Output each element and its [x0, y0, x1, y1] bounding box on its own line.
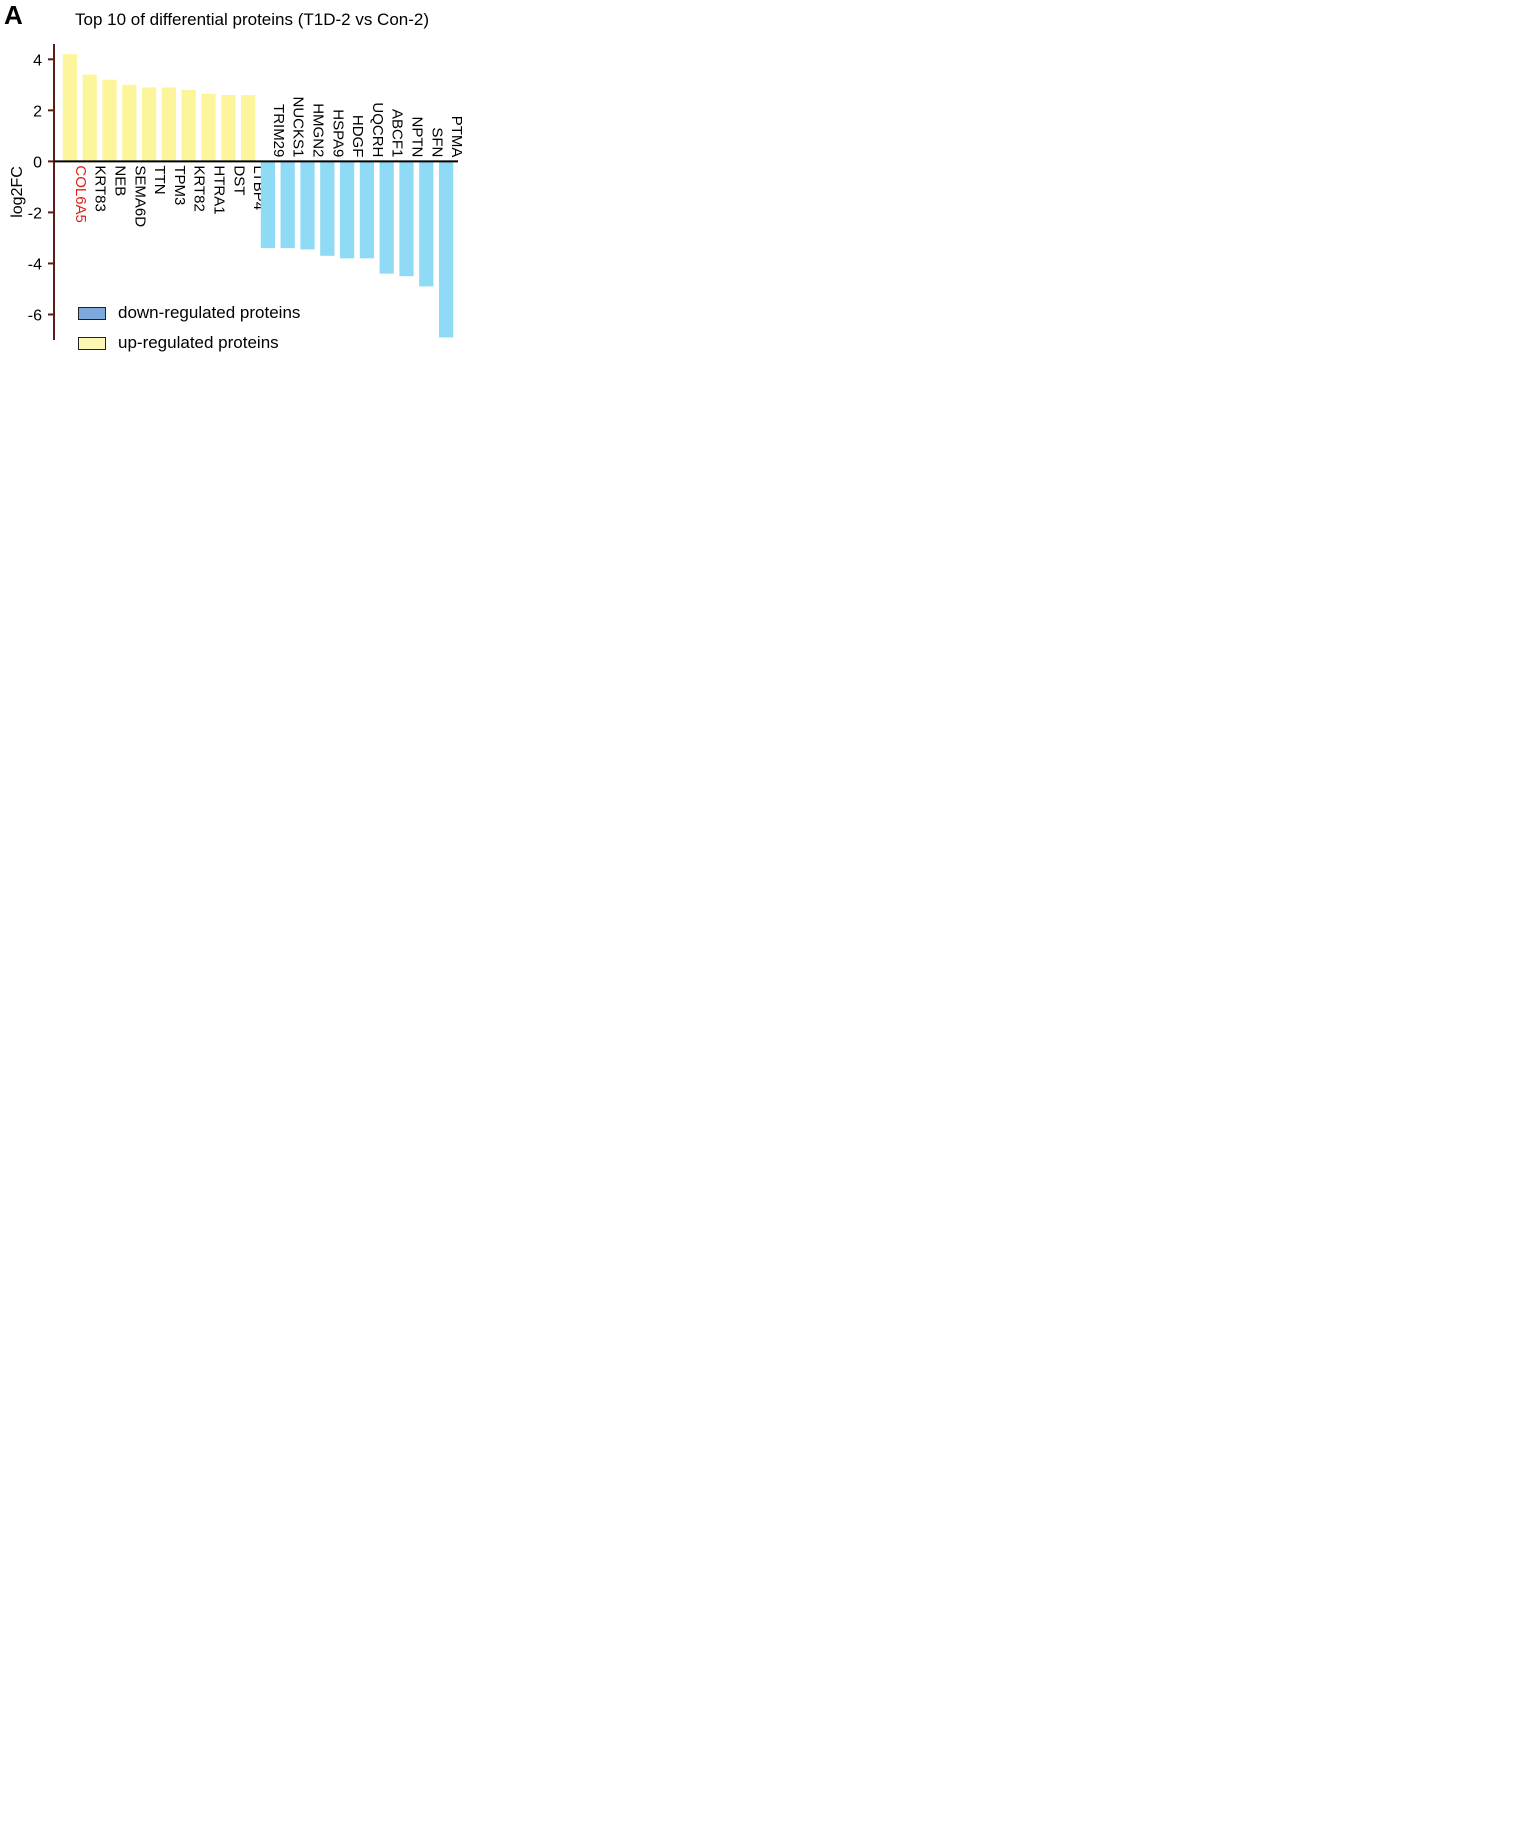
- y-tick-label: -4: [28, 256, 42, 273]
- plot-area: 4 2 0 -2 -4 -6 log2FC COL6A5 KRT83 NEB SEMA6D TTN TP…: [9, 44, 465, 340]
- category-label: NEB: [112, 165, 129, 196]
- y-tick-label: -6: [28, 307, 42, 324]
- bar: [161, 87, 177, 162]
- y-tick-label: 0: [33, 154, 42, 171]
- bar: [201, 93, 216, 162]
- bar: [280, 161, 295, 249]
- bar: [399, 161, 414, 277]
- category-label: COL6A5: [72, 165, 89, 223]
- y-tick-label: 2: [33, 103, 42, 120]
- bar: [181, 89, 196, 162]
- y-axis-label: log2FC: [9, 166, 26, 218]
- legend-label-down: down-regulated proteins: [118, 303, 301, 322]
- category-label: SEMA6D: [131, 165, 148, 227]
- legend-item-up: up-regulated proteins: [78, 328, 300, 358]
- category-label: PTMA: [448, 116, 465, 158]
- category-label: KRT82: [191, 165, 208, 211]
- bar: [141, 87, 157, 162]
- bar: [102, 79, 117, 162]
- y-tick-label: 4: [33, 52, 42, 69]
- bar: [320, 161, 335, 256]
- chart-title: Top 10 of differential proteins (T1D-2 v…: [75, 10, 430, 29]
- bar: [379, 161, 394, 274]
- category-label: SFN: [428, 127, 445, 157]
- y-tick-label: -2: [28, 205, 42, 222]
- legend: down-regulated proteins up-regulated pro…: [78, 298, 300, 358]
- category-label: HTRA1: [211, 165, 228, 214]
- bar: [419, 161, 434, 287]
- category-label: KRT83: [92, 165, 109, 211]
- category-label: HSPA9: [329, 109, 346, 157]
- legend-swatch-up: [78, 336, 106, 350]
- bar: [339, 161, 355, 259]
- category-label: TTN: [151, 165, 168, 194]
- category-label: DST: [230, 165, 247, 195]
- category-label: HDGF: [349, 115, 366, 158]
- category-label: ABCF1: [389, 109, 406, 157]
- bar: [438, 161, 454, 338]
- bar: [359, 161, 375, 259]
- bar: [62, 54, 78, 162]
- legend-label-up: up-regulated proteins: [118, 333, 279, 352]
- bar: [122, 84, 137, 162]
- legend-item-down: down-regulated proteins: [78, 298, 300, 328]
- category-label: HMGN2: [310, 103, 327, 157]
- bar: [221, 95, 236, 162]
- bar: [260, 161, 276, 249]
- category-label: TPM3: [171, 165, 188, 205]
- bar: [82, 74, 97, 162]
- bar: [240, 95, 256, 162]
- panel-letter: A: [4, 0, 23, 30]
- category-label: NUCKS1: [290, 97, 307, 158]
- legend-swatch-down: [78, 306, 106, 320]
- bar: [300, 161, 315, 250]
- category-label: UQCRH: [369, 102, 386, 157]
- category-label: TRIM29: [270, 104, 287, 157]
- category-label: NPTN: [409, 117, 426, 158]
- bar-chart: 4 2 0 -2 -4 -6 log2FC COL6A5 KRT83 NEB SEMA6D TTN TP…: [9, 44, 465, 340]
- panel-a: A Top 10 of differential proteins (T1D-2…: [0, 0, 560, 420]
